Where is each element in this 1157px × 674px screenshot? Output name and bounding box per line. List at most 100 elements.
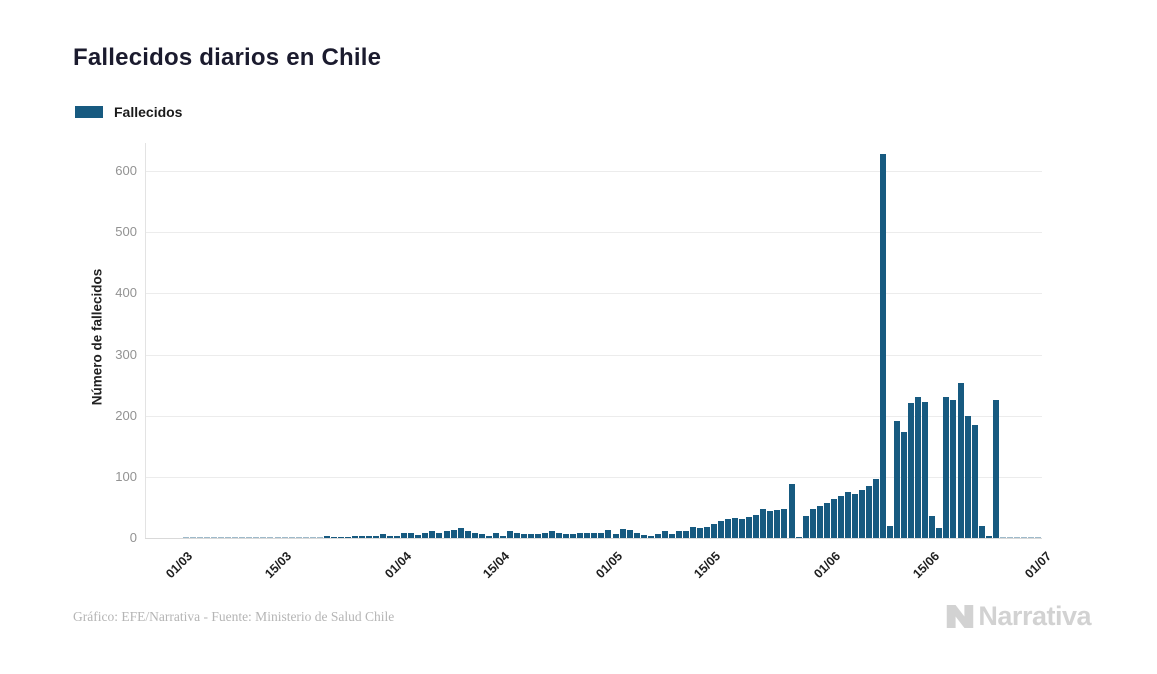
bar	[851, 493, 858, 538]
bar	[563, 534, 570, 538]
bar	[528, 533, 534, 538]
bar	[711, 523, 718, 538]
bar	[351, 536, 358, 538]
bar	[330, 537, 337, 538]
y-axis-line	[145, 143, 146, 538]
bar	[513, 533, 520, 538]
bar	[394, 535, 401, 538]
bar	[689, 526, 696, 538]
bar	[704, 526, 711, 538]
bar	[696, 528, 703, 538]
bar	[936, 528, 943, 538]
gridline-y-600	[145, 171, 1042, 172]
legend-swatch	[75, 106, 103, 118]
bar	[1006, 537, 1013, 538]
bar	[429, 530, 436, 538]
bar	[830, 499, 837, 538]
gridline-y-200	[145, 415, 1042, 417]
bar	[218, 537, 225, 538]
bar	[197, 537, 204, 538]
bar	[837, 496, 844, 538]
bar	[535, 533, 542, 538]
x-tick-label: 15/04	[480, 549, 513, 582]
x-tick-label: 01/03	[163, 549, 196, 582]
bar	[577, 533, 584, 538]
gridline-y-100	[145, 476, 1042, 478]
bar	[675, 530, 682, 538]
bar	[809, 508, 816, 538]
bar	[232, 537, 239, 538]
bar	[619, 529, 626, 538]
y-tick-label: 500	[115, 224, 137, 240]
bar	[274, 537, 281, 538]
bar	[225, 537, 232, 538]
bar	[661, 531, 668, 538]
bar	[1013, 537, 1020, 538]
bar	[718, 520, 725, 538]
bar	[802, 515, 809, 538]
bar	[901, 432, 908, 538]
bar	[668, 534, 675, 538]
bar	[542, 533, 549, 538]
bar	[373, 535, 380, 538]
bar	[880, 154, 887, 538]
bar	[1034, 537, 1041, 538]
bar	[359, 536, 366, 538]
bar	[450, 530, 457, 538]
legend-label: Fallecidos	[114, 104, 183, 120]
bar	[626, 530, 633, 538]
bar	[549, 530, 556, 538]
bar	[380, 534, 387, 538]
bar	[844, 492, 851, 538]
bar	[922, 402, 929, 538]
bar	[337, 536, 344, 538]
bar	[246, 537, 253, 538]
bar	[295, 537, 302, 538]
x-tick-label: 01/07	[1022, 549, 1055, 582]
x-tick-label: 15/05	[691, 549, 724, 582]
x-tick-label: 15/03	[261, 549, 294, 582]
bar	[732, 517, 739, 538]
bar	[767, 511, 774, 538]
bar	[253, 537, 260, 538]
bar	[190, 537, 197, 538]
bar	[887, 526, 894, 538]
bar	[408, 533, 415, 538]
bar	[858, 489, 865, 538]
bar	[281, 537, 288, 538]
bar	[1027, 537, 1034, 538]
narrativa-n-icon	[947, 605, 974, 628]
bar	[873, 479, 880, 538]
bar	[816, 506, 823, 538]
bar	[204, 537, 211, 538]
bar	[823, 503, 830, 538]
bar	[612, 533, 619, 538]
bar	[443, 531, 450, 538]
footer-credit: Gráfico: EFE/Narrativa - Fuente: Ministe…	[73, 609, 395, 624]
x-tick-label: 01/04	[381, 549, 414, 582]
gridline-y-300	[145, 354, 1042, 356]
bar	[288, 537, 295, 538]
legend: Fallecidos	[75, 104, 182, 120]
gridline-y-400	[145, 293, 1042, 295]
y-tick-label: 600	[115, 163, 137, 178]
bar	[640, 534, 647, 538]
y-tick-label: 400	[115, 285, 137, 301]
bar	[436, 533, 443, 538]
bar	[992, 400, 999, 538]
bar	[957, 383, 964, 538]
bar	[647, 535, 654, 538]
bar	[556, 532, 563, 538]
bar	[865, 486, 872, 538]
bar	[781, 509, 788, 538]
bar	[387, 535, 394, 538]
bar	[894, 420, 901, 538]
y-tick-label: 0	[129, 530, 137, 545]
bar	[605, 530, 612, 538]
y-tick-label: 300	[115, 346, 137, 362]
bar	[753, 515, 760, 538]
bar	[570, 534, 577, 538]
bar	[309, 537, 316, 538]
bar	[260, 537, 267, 538]
